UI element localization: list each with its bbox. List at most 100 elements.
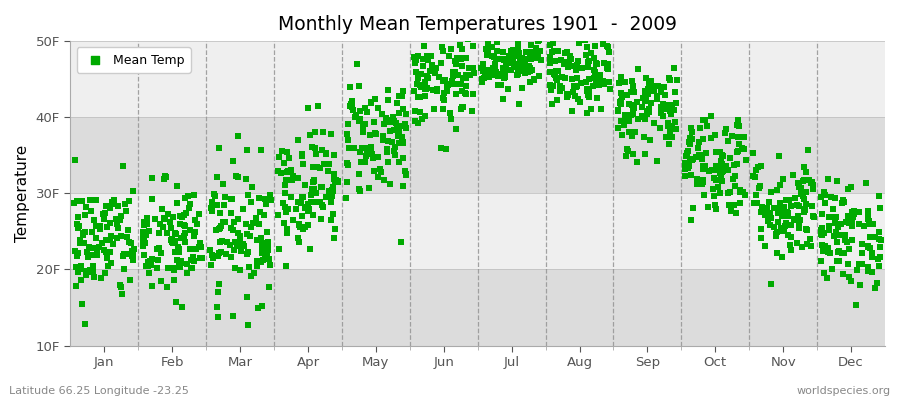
Point <box>614 100 628 107</box>
Point <box>714 163 728 170</box>
Point <box>508 64 523 70</box>
Point <box>330 177 345 184</box>
Point <box>668 119 682 125</box>
Point <box>792 216 806 223</box>
Point <box>715 160 729 167</box>
Point <box>85 245 99 251</box>
Point <box>310 164 324 170</box>
Point <box>410 57 424 63</box>
Point <box>480 67 494 73</box>
Point <box>560 94 574 100</box>
Point <box>828 195 842 201</box>
Point <box>408 56 422 63</box>
Point <box>280 230 294 236</box>
Point <box>312 164 327 171</box>
Point <box>775 210 789 216</box>
Point <box>490 39 504 46</box>
Point <box>137 252 151 258</box>
Point <box>495 31 509 37</box>
Point <box>622 128 636 135</box>
Point <box>163 219 177 225</box>
Point <box>122 198 137 204</box>
Point <box>489 56 503 62</box>
Point <box>193 240 207 247</box>
Point <box>763 222 778 228</box>
Point <box>842 274 857 280</box>
Point <box>292 221 306 227</box>
Point <box>165 236 179 242</box>
Point <box>543 69 557 75</box>
Point <box>548 58 562 64</box>
Point <box>591 79 606 86</box>
Point <box>642 109 656 115</box>
Point <box>243 273 257 280</box>
Point <box>842 212 856 219</box>
Point <box>821 249 835 256</box>
Point <box>298 182 312 188</box>
Point <box>569 84 583 90</box>
Point <box>285 216 300 223</box>
Point <box>396 106 410 112</box>
Point <box>398 168 412 174</box>
Point <box>448 81 463 87</box>
Point <box>89 246 104 252</box>
Point <box>713 148 727 155</box>
Point <box>749 192 763 198</box>
Point <box>513 56 527 62</box>
Point <box>100 224 114 230</box>
Point <box>490 48 504 54</box>
Point <box>316 204 330 210</box>
Point <box>758 205 772 211</box>
Point <box>307 178 321 184</box>
Point <box>227 247 241 253</box>
Point <box>140 232 154 239</box>
Point <box>863 220 878 227</box>
Point <box>166 267 181 273</box>
Point <box>461 36 475 42</box>
Bar <box>70 117 885 193</box>
Point <box>291 234 305 241</box>
Point <box>802 177 816 184</box>
Point <box>279 177 293 183</box>
Bar <box>70 193 885 270</box>
Point <box>523 65 537 71</box>
Point <box>293 200 308 206</box>
Point <box>450 72 464 79</box>
Point <box>716 168 730 175</box>
Point <box>614 90 628 96</box>
Point <box>575 23 590 29</box>
Point <box>873 244 887 250</box>
Point <box>639 94 653 101</box>
Point <box>307 186 321 192</box>
Point <box>796 178 810 184</box>
Point <box>817 189 832 195</box>
Point <box>761 218 776 224</box>
Point <box>783 203 797 210</box>
Point <box>344 103 358 109</box>
Point <box>721 138 735 144</box>
Point <box>587 54 601 61</box>
Point <box>643 106 657 112</box>
Point <box>186 191 201 198</box>
Point <box>231 230 246 236</box>
Point <box>439 84 454 90</box>
Point <box>279 209 293 215</box>
Point <box>558 59 572 65</box>
Point <box>778 220 793 226</box>
Point <box>509 53 524 59</box>
Point <box>457 90 472 97</box>
Point <box>325 187 339 193</box>
Point <box>114 290 129 297</box>
Point <box>546 24 561 30</box>
Point <box>841 186 855 192</box>
Point <box>728 183 742 189</box>
Point <box>449 126 464 132</box>
Point <box>476 75 491 82</box>
Point <box>491 72 505 78</box>
Point <box>363 132 377 138</box>
Point <box>837 199 851 206</box>
Point <box>546 83 561 89</box>
Point <box>113 233 128 239</box>
Point <box>228 239 242 245</box>
Point <box>313 184 328 190</box>
